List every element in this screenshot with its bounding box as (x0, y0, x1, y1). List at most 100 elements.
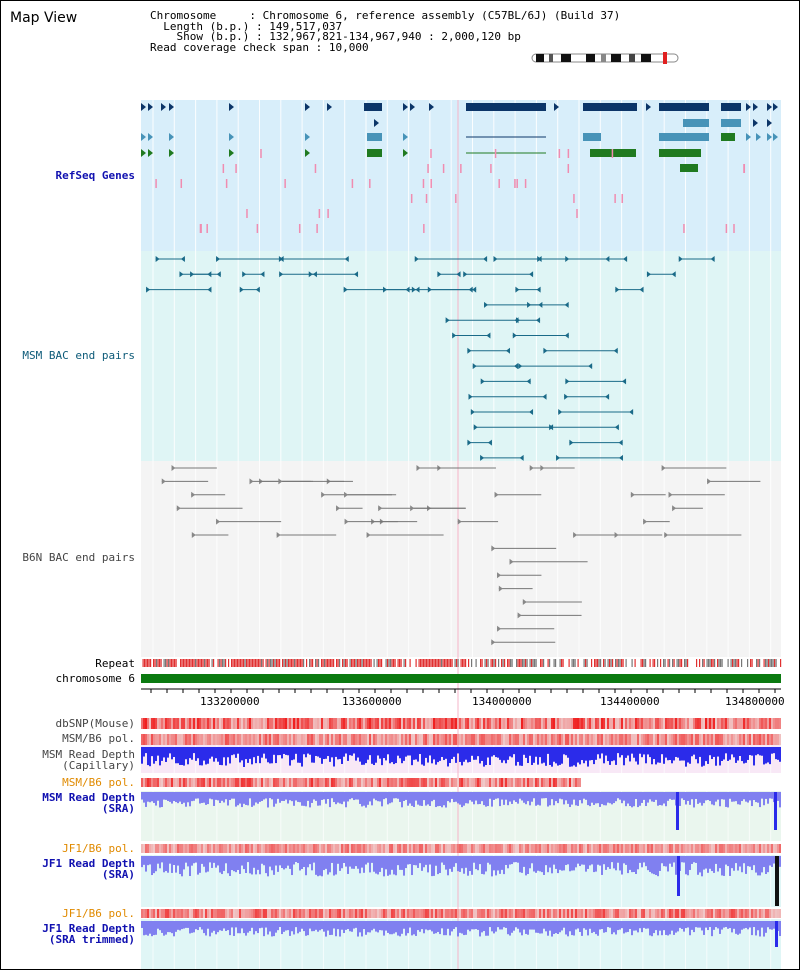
heat-cell (777, 909, 779, 918)
depth-bar (371, 921, 373, 931)
heat-cell (223, 909, 225, 918)
repeat-mark (196, 659, 198, 667)
depth-bar (291, 921, 293, 932)
heat-cell (671, 909, 673, 918)
bac-end (378, 505, 383, 512)
bac-end (487, 439, 492, 446)
depth-bar (375, 747, 377, 763)
depth-bar (523, 747, 525, 755)
depth-bar (419, 856, 421, 864)
bac-end (278, 478, 283, 485)
heat-cell (651, 734, 653, 745)
heat-cell (689, 718, 691, 729)
depth-bar (585, 856, 587, 872)
track-label-jf1-b6-pol-2[interactable]: JF1/B6 pol. (62, 907, 135, 920)
heat-cell (561, 909, 563, 918)
depth-bar (565, 792, 567, 801)
depth-bar (423, 792, 425, 801)
heat-cell (445, 778, 447, 787)
heat-cell (245, 718, 247, 729)
heat-cell (655, 909, 657, 918)
track-label-msm-b6-pol-1[interactable]: MSM/B6 pol. (62, 732, 135, 745)
heat-cell (643, 909, 645, 918)
track-label-chromosome[interactable]: chromosome 6 (55, 672, 135, 685)
depth-bar (683, 921, 685, 932)
heat-cell (385, 734, 387, 745)
depth-bar (713, 856, 715, 873)
bac-end (549, 424, 554, 431)
depth-bar (697, 921, 699, 928)
heat-cell (193, 734, 195, 745)
heat-cell (309, 778, 311, 787)
heat-cell (715, 909, 717, 918)
pink-tick (430, 179, 432, 188)
heat-cell (351, 778, 353, 787)
heat-cell (161, 718, 163, 729)
depth-bar (171, 921, 173, 934)
track-label-msm-read-depth-sra[interactable]: MSM Read Depth (SRA) (42, 791, 135, 815)
depth-bar (691, 747, 693, 757)
depth-bar (729, 921, 731, 929)
heat-cell (549, 734, 551, 745)
depth-bar (153, 921, 155, 936)
depth-bar (187, 792, 189, 803)
repeat-mark (244, 659, 246, 667)
depth-bar (427, 921, 429, 931)
depth-bar (149, 747, 151, 767)
heat-cell (519, 718, 521, 729)
repeat-mark (489, 659, 491, 667)
heat-cell (455, 734, 457, 745)
heat-cell (343, 718, 345, 729)
heat-cell (481, 844, 483, 853)
bac-end (344, 518, 349, 525)
heat-cell (743, 734, 745, 745)
track-label-msm-b6-pol-2[interactable]: MSM/B6 pol. (62, 776, 135, 789)
depth-bar (481, 792, 483, 802)
heat-cell (489, 778, 491, 787)
depth-bar (709, 856, 711, 869)
heat-cell (721, 718, 723, 729)
heat-cell (411, 844, 413, 853)
track-label-msm-read-depth-cap[interactable]: MSM Read Depth (Capillary) (42, 748, 135, 772)
track-label-jf1-b6-pol-1[interactable]: JF1/B6 pol. (62, 842, 135, 855)
track-label-repeat[interactable]: Repeat (95, 657, 135, 670)
heat-cell (505, 909, 507, 918)
heat-cell (381, 734, 383, 745)
repeat-mark (328, 659, 330, 667)
heat-cell (327, 734, 329, 745)
repeat-mark (169, 659, 171, 667)
repeat-mark (660, 659, 662, 667)
heat-cell (177, 734, 179, 745)
heat-cell (395, 734, 397, 745)
depth-bar (197, 747, 199, 759)
heat-cell (307, 718, 309, 729)
depth-bar (685, 747, 687, 767)
depth-bar (641, 792, 643, 803)
heat-cell (631, 718, 633, 729)
track-label-b6n-bac[interactable]: B6N BAC end pairs (22, 551, 135, 564)
heat-cell (283, 844, 285, 853)
heat-cell (507, 844, 509, 853)
track-label-jf1-read-depth-trimmed[interactable]: JF1 Read Depth (SRA trimmed) (42, 922, 135, 946)
heat-cell (747, 718, 749, 729)
heat-cell (301, 909, 303, 918)
heat-cell (635, 734, 637, 745)
heat-cell (583, 718, 585, 729)
track-label-dbsnp[interactable]: dbSNP(Mouse) (55, 717, 135, 730)
heat-cell (149, 734, 151, 745)
depth-bar (417, 747, 419, 762)
depth-bar (445, 792, 447, 808)
heat-cell (333, 718, 335, 729)
depth-bar (161, 747, 163, 761)
track-label-jf1-read-depth[interactable]: JF1 Read Depth (SRA) (42, 857, 135, 881)
depth-bar (251, 921, 253, 928)
track-label-msm-bac[interactable]: MSM BAC end pairs (22, 349, 135, 362)
heat-cell (761, 844, 763, 853)
track-label-refseq[interactable]: RefSeq Genes (55, 169, 135, 182)
depth-bar (493, 856, 495, 871)
depth-bar (603, 856, 605, 865)
heat-cell (281, 909, 283, 918)
depth-bar (233, 792, 235, 799)
repeat-mark (184, 659, 186, 667)
